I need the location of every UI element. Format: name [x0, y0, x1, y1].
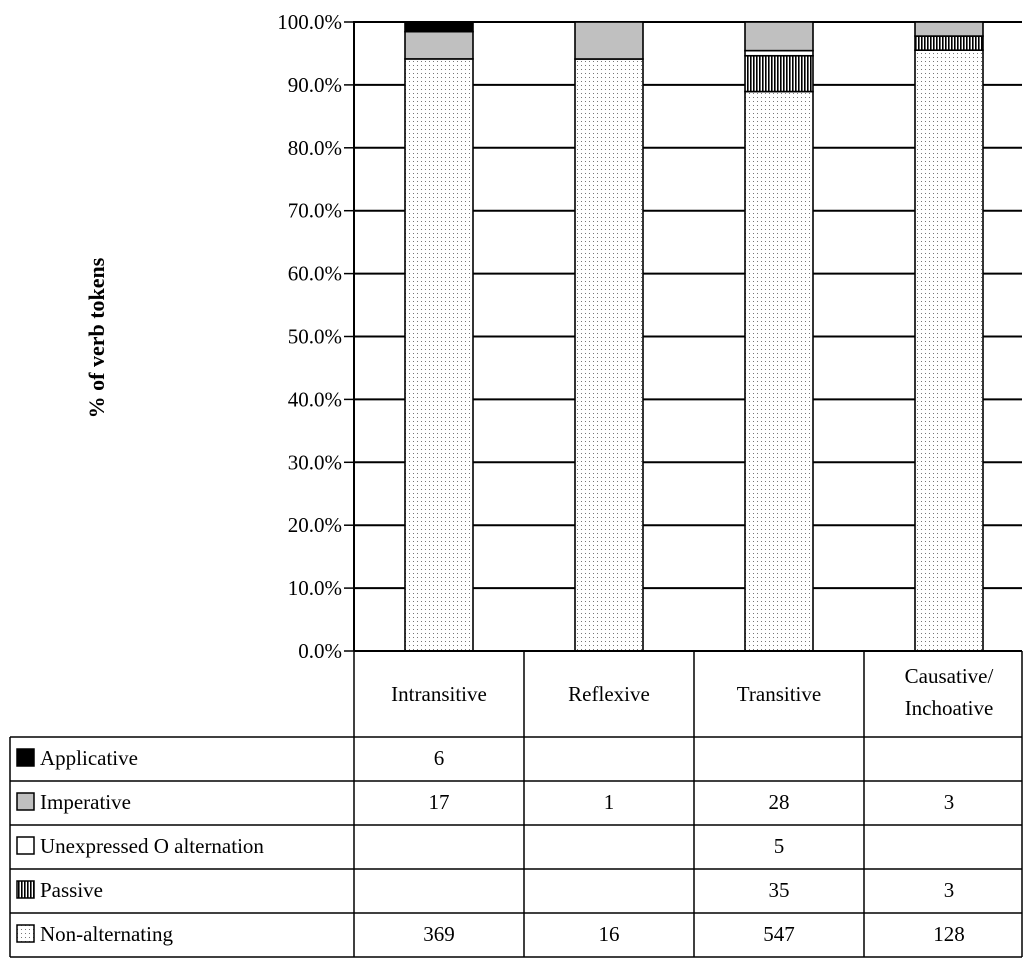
- y-tick-label: 40.0%: [288, 387, 342, 411]
- data-table: Intransitive Reflexive Transitive Causative…: [9, 651, 1023, 958]
- legend-label: Non-alternating: [40, 922, 173, 946]
- data-label: 128: [933, 922, 965, 946]
- y-tick-label: 70.0%: [288, 199, 342, 223]
- bar-segment-imperative: [914, 21, 984, 37]
- data-label: 35: [769, 878, 790, 902]
- x-category-label: Inchoative: [905, 696, 994, 720]
- y-tick-label: 90.0%: [288, 73, 342, 97]
- legend-swatch-unexpressed-o-alternation: [16, 836, 35, 855]
- legend-swatch-imperative: [16, 792, 35, 811]
- x-category-label: Intransitive: [391, 682, 487, 706]
- bars: [404, 21, 984, 652]
- y-tick-label: 30.0%: [288, 450, 342, 474]
- x-category-label: Transitive: [737, 682, 821, 706]
- legend-label: Passive: [40, 878, 103, 902]
- y-tick-label: 10.0%: [288, 576, 342, 600]
- x-category-label: Reflexive: [568, 682, 650, 706]
- y-tick-label: 0.0%: [298, 639, 342, 663]
- y-tick-label: 100.0%: [277, 10, 342, 34]
- bar-segment-passive: [914, 35, 984, 51]
- bar-segment-non-alternating: [914, 49, 984, 652]
- legend-label: Unexpressed O alternation: [40, 834, 264, 858]
- x-category-label: Causative/: [905, 664, 994, 688]
- bar-segment-applicative: [404, 21, 474, 33]
- legend-swatch-passive: [16, 880, 35, 899]
- data-label: 1: [604, 790, 615, 814]
- legend-label: Imperative: [40, 790, 131, 814]
- y-tick-label: 50.0%: [288, 325, 342, 349]
- data-label: 369: [423, 922, 455, 946]
- legend-swatch-applicative: [16, 748, 35, 767]
- y-tick-label: 80.0%: [288, 136, 342, 160]
- data-label: 547: [763, 922, 795, 946]
- bar-segment-non-alternating: [404, 58, 474, 652]
- data-label: 28: [769, 790, 790, 814]
- bar-segment-non-alternating: [574, 58, 644, 652]
- bar-segment-passive: [744, 54, 814, 93]
- data-label: 5: [774, 834, 785, 858]
- axes: 0.0% 10.0% 20.0% 30.0% 40.0% 50.0% 60.0% 70.0% 8…: [277, 10, 1022, 663]
- y-tick-label: 60.0%: [288, 262, 342, 286]
- data-label: 6: [434, 746, 445, 770]
- legend-label: Applicative: [40, 746, 138, 770]
- bar-segment-imperative: [574, 21, 644, 60]
- bar-segment-imperative: [404, 30, 474, 60]
- bar-segment-imperative: [744, 21, 814, 52]
- data-label: 3: [944, 790, 955, 814]
- y-axis-label: % of verb tokens: [84, 257, 109, 418]
- legend-swatch-non-alternating: [16, 924, 35, 943]
- data-label: 3: [944, 878, 955, 902]
- y-tick-label: 20.0%: [288, 513, 342, 537]
- data-label: 17: [429, 790, 450, 814]
- data-label: 16: [599, 922, 620, 946]
- bar-segment-non-alternating: [744, 90, 814, 652]
